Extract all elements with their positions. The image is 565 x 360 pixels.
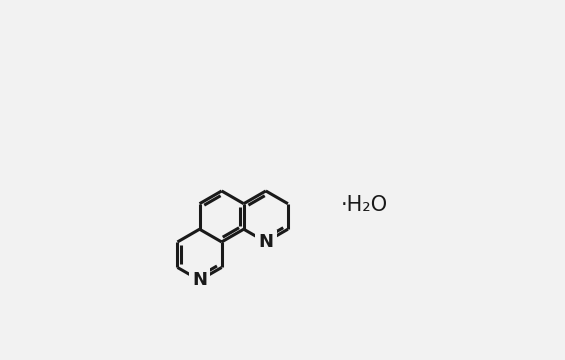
Text: ·H₂O: ·H₂O [341,195,388,215]
Text: N: N [258,233,273,251]
Text: N: N [192,271,207,289]
